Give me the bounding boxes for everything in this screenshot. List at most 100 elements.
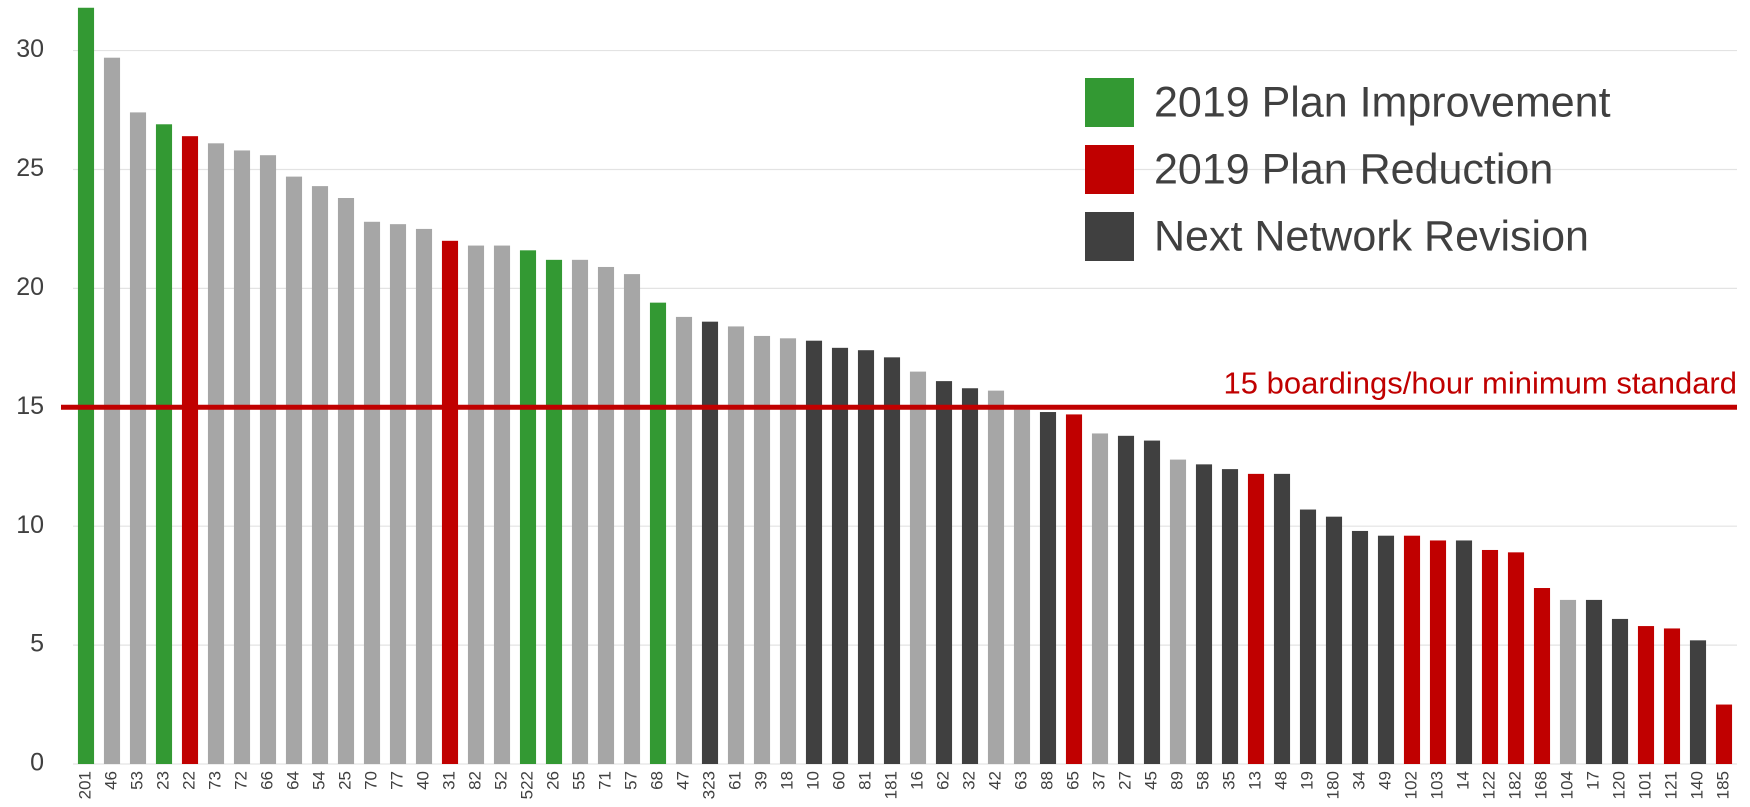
x-tick-label: 37 (1089, 771, 1108, 790)
x-tick-label: 64 (283, 771, 302, 790)
x-tick-label: 34 (1349, 771, 1368, 790)
bar (597, 266, 615, 764)
x-tick-label: 82 (465, 771, 484, 790)
x-tick-label: 71 (595, 771, 614, 790)
legend-swatch (1085, 78, 1134, 127)
bar (1481, 549, 1499, 764)
x-tick-label: 323 (699, 771, 718, 799)
y-tick-label: 15 (16, 392, 44, 420)
x-tick-label: 22 (179, 771, 198, 790)
x-tick-label: 40 (413, 771, 432, 790)
x-tick-label: 10 (803, 771, 822, 790)
bar (649, 302, 667, 764)
bar (1611, 618, 1629, 764)
x-tick-label: 52 (491, 771, 510, 790)
bar (1013, 409, 1031, 764)
bar (961, 388, 979, 764)
x-tick-label: 48 (1271, 771, 1290, 790)
bar (1507, 552, 1525, 764)
bar (129, 112, 147, 765)
bar (831, 347, 849, 764)
bar (1533, 588, 1551, 764)
x-tick-label: 47 (673, 771, 692, 790)
bar (987, 390, 1005, 764)
bar (1455, 540, 1473, 764)
bar (337, 198, 355, 765)
x-tick-label: 49 (1375, 771, 1394, 790)
x-tick-label: 53 (127, 771, 146, 790)
y-tick-label: 0 (30, 749, 44, 777)
bar (311, 186, 329, 765)
x-tick-label: 70 (361, 771, 380, 790)
x-tick-label: 102 (1401, 771, 1420, 799)
y-tick-label: 30 (16, 35, 44, 63)
x-tick-label: 66 (257, 771, 276, 790)
bar (181, 136, 199, 765)
reference-label: 15 boardings/hour minimum standard (1224, 365, 1738, 400)
x-tick-label: 62 (933, 771, 952, 790)
bar (727, 326, 745, 764)
bar (77, 7, 95, 765)
legend-swatch (1085, 212, 1134, 261)
bar (1715, 704, 1733, 764)
bar (1559, 599, 1577, 764)
bar (363, 221, 381, 765)
legend-label: Next Network Revision (1154, 212, 1589, 260)
x-tick-label: 31 (439, 771, 458, 790)
bar (467, 245, 485, 765)
bar (623, 274, 641, 764)
bar (1143, 440, 1161, 764)
bar (1117, 435, 1135, 764)
x-tick-label: 16 (907, 771, 926, 790)
x-tick-label: 81 (855, 771, 874, 790)
bar (1273, 473, 1291, 764)
bar (259, 155, 277, 764)
x-tick-label: 168 (1531, 771, 1550, 799)
x-tick-label: 201 (75, 771, 94, 799)
x-tick-label: 89 (1167, 771, 1186, 790)
bar (675, 316, 693, 764)
bar (519, 250, 537, 764)
bar (701, 321, 719, 764)
x-tick-label: 23 (153, 771, 172, 790)
x-tick-label: 73 (205, 771, 224, 790)
x-tick-label: 14 (1453, 771, 1472, 790)
x-tick-label: 18 (777, 771, 796, 790)
bar (389, 224, 407, 764)
x-tick-label: 65 (1063, 771, 1082, 790)
x-tick-label: 103 (1427, 771, 1446, 799)
legend-label: 2019 Plan Reduction (1154, 145, 1553, 193)
bar (1351, 530, 1369, 764)
bar (1377, 535, 1395, 764)
x-tick-label: 27 (1115, 771, 1134, 790)
bar (883, 357, 901, 764)
bar (1663, 628, 1681, 764)
bar (1299, 509, 1317, 764)
bar (1247, 473, 1265, 764)
x-tick-label: 57 (621, 771, 640, 790)
x-tick-label: 140 (1687, 771, 1706, 799)
x-tick-label: 181 (881, 771, 900, 799)
x-tick-label: 104 (1557, 771, 1576, 799)
bar (415, 228, 433, 764)
bar (1637, 626, 1655, 764)
x-tick-label: 19 (1297, 771, 1316, 790)
y-tick-label: 10 (16, 511, 44, 539)
bar (545, 259, 563, 764)
x-tick-label: 101 (1635, 771, 1654, 799)
x-tick-label: 17 (1583, 771, 1602, 790)
bar (1065, 414, 1083, 764)
y-tick-label: 25 (16, 154, 44, 182)
bar (155, 124, 173, 765)
bar (753, 335, 771, 764)
bar (1429, 540, 1447, 764)
legend-label: 2019 Plan Improvement (1154, 78, 1611, 126)
x-tick-label: 63 (1011, 771, 1030, 790)
x-tick-label: 185 (1713, 771, 1732, 799)
x-tick-label: 61 (725, 771, 744, 790)
x-tick-label: 72 (231, 771, 250, 790)
legend-swatch (1085, 145, 1134, 194)
x-tick-label: 26 (543, 771, 562, 790)
x-tick-label: 54 (309, 771, 328, 790)
